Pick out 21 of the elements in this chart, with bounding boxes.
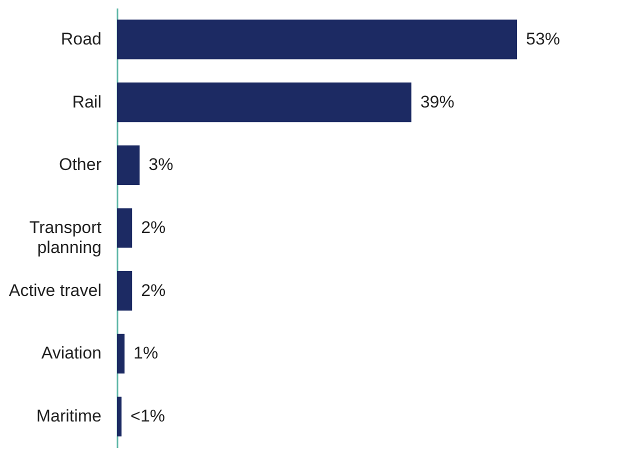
data-label: 3% [148, 155, 174, 174]
y-tick-label: Rail [72, 92, 102, 112]
bar [117, 145, 140, 185]
bar [117, 334, 125, 374]
bar [117, 208, 132, 248]
bar [117, 82, 412, 122]
data-label: 2% [141, 280, 166, 300]
data-label: 2% [141, 218, 166, 237]
y-tick-label: Road [60, 29, 102, 48]
data-label: <1% [130, 406, 166, 426]
y-tick-label: Aviation [41, 344, 102, 363]
bar [117, 396, 122, 436]
bar [117, 20, 517, 60]
data-label: 39% [420, 92, 454, 112]
y-tick-label: Transport planning [29, 218, 102, 257]
y-tick-label: Maritime [36, 406, 102, 426]
y-tick-label: Other [58, 155, 102, 174]
data-label: 53% [526, 29, 560, 48]
data-label: 1% [134, 344, 158, 363]
bar [117, 271, 132, 311]
y-tick-label: Active travel [8, 280, 102, 300]
